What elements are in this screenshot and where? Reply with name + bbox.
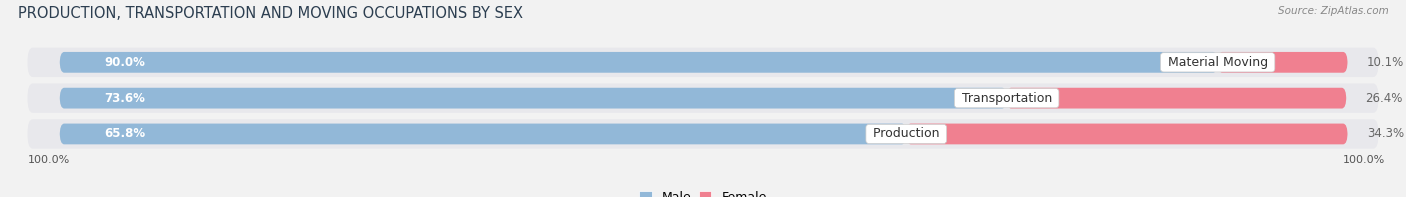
FancyBboxPatch shape (1218, 52, 1347, 73)
Text: 26.4%: 26.4% (1365, 92, 1403, 105)
Text: PRODUCTION, TRANSPORTATION AND MOVING OCCUPATIONS BY SEX: PRODUCTION, TRANSPORTATION AND MOVING OC… (18, 6, 523, 21)
Text: Material Moving: Material Moving (1164, 56, 1271, 69)
Text: Transportation: Transportation (957, 92, 1056, 105)
FancyBboxPatch shape (28, 119, 1378, 149)
Text: 73.6%: 73.6% (104, 92, 146, 105)
Text: 100.0%: 100.0% (1343, 155, 1385, 165)
FancyBboxPatch shape (907, 124, 1347, 144)
Text: 65.8%: 65.8% (104, 127, 146, 140)
FancyBboxPatch shape (28, 84, 1378, 113)
Text: Production: Production (869, 127, 943, 140)
Text: 34.3%: 34.3% (1367, 127, 1405, 140)
Text: 100.0%: 100.0% (28, 155, 70, 165)
FancyBboxPatch shape (1007, 88, 1347, 109)
Text: 10.1%: 10.1% (1367, 56, 1405, 69)
Text: Source: ZipAtlas.com: Source: ZipAtlas.com (1278, 6, 1389, 16)
FancyBboxPatch shape (59, 124, 907, 144)
Legend: Male, Female: Male, Female (634, 186, 772, 197)
FancyBboxPatch shape (28, 48, 1378, 77)
Text: 90.0%: 90.0% (104, 56, 146, 69)
FancyBboxPatch shape (59, 88, 1007, 109)
FancyBboxPatch shape (59, 52, 1218, 73)
